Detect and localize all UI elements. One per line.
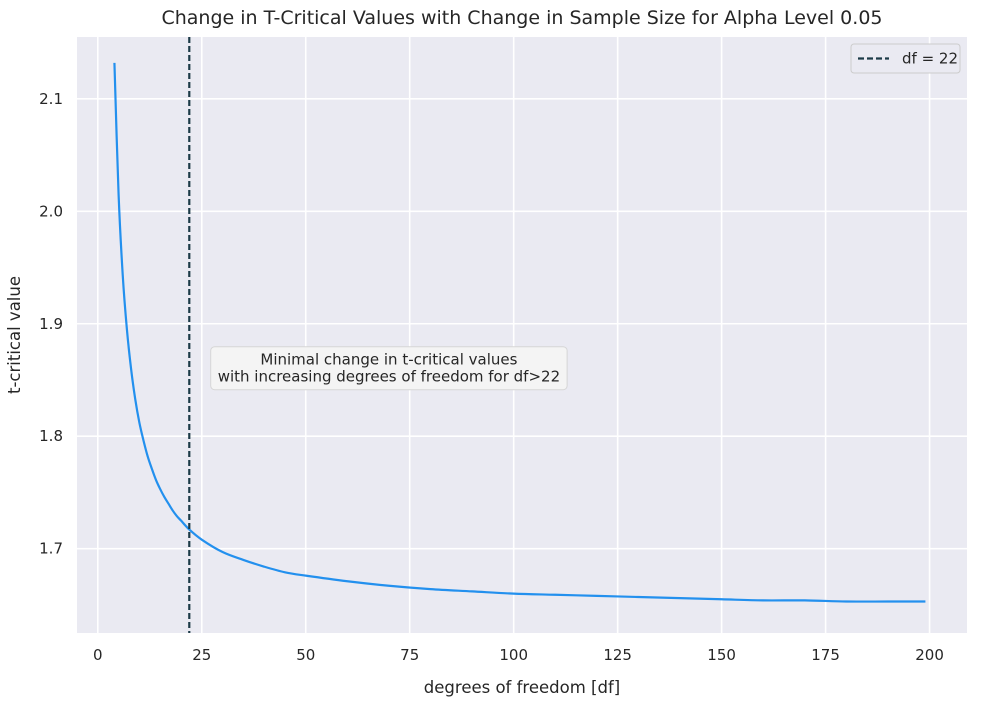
annotation-box bbox=[210, 346, 568, 391]
annotation-line-2: with increasing degrees of freedom for d… bbox=[218, 368, 560, 386]
x-tick-label: 0 bbox=[93, 646, 103, 664]
plot-area bbox=[77, 37, 967, 633]
legend: df = 22 bbox=[850, 43, 961, 74]
x-tick-label: 50 bbox=[296, 646, 315, 664]
x-tick-label: 125 bbox=[603, 646, 632, 664]
y-tick-label: 2.0 bbox=[39, 202, 63, 220]
legend-entry-label: df = 22 bbox=[902, 50, 958, 68]
annotation: Minimal change in t-critical values with… bbox=[210, 346, 568, 391]
x-tick-label: 25 bbox=[192, 646, 211, 664]
x-axis-label: degrees of freedom [df] bbox=[424, 678, 620, 697]
x-tick-label: 75 bbox=[400, 646, 419, 664]
chart-title: Change in T-Critical Values with Change … bbox=[161, 7, 882, 29]
x-tick-label: 200 bbox=[915, 646, 944, 664]
t-critical-series-line bbox=[113, 62, 926, 603]
x-tick-label: 100 bbox=[499, 646, 528, 664]
x-tick-label: 175 bbox=[811, 646, 840, 664]
series-layer bbox=[113, 62, 926, 603]
legend-box bbox=[850, 43, 961, 74]
grid bbox=[77, 37, 967, 633]
y-tick-label: 1.7 bbox=[39, 540, 63, 558]
y-axis: 1.7 1.8 1.9 2.0 2.1 bbox=[39, 90, 63, 558]
y-tick-label: 1.8 bbox=[39, 427, 63, 445]
y-tick-label: 1.9 bbox=[39, 315, 63, 333]
annotation-line-1: Minimal change in t-critical values bbox=[260, 351, 517, 369]
y-tick-label: 2.1 bbox=[39, 90, 63, 108]
x-axis: 0 25 50 75 100 125 150 175 200 bbox=[93, 646, 944, 664]
x-tick-label: 150 bbox=[707, 646, 736, 664]
y-axis-label: t-critical value bbox=[5, 276, 24, 394]
